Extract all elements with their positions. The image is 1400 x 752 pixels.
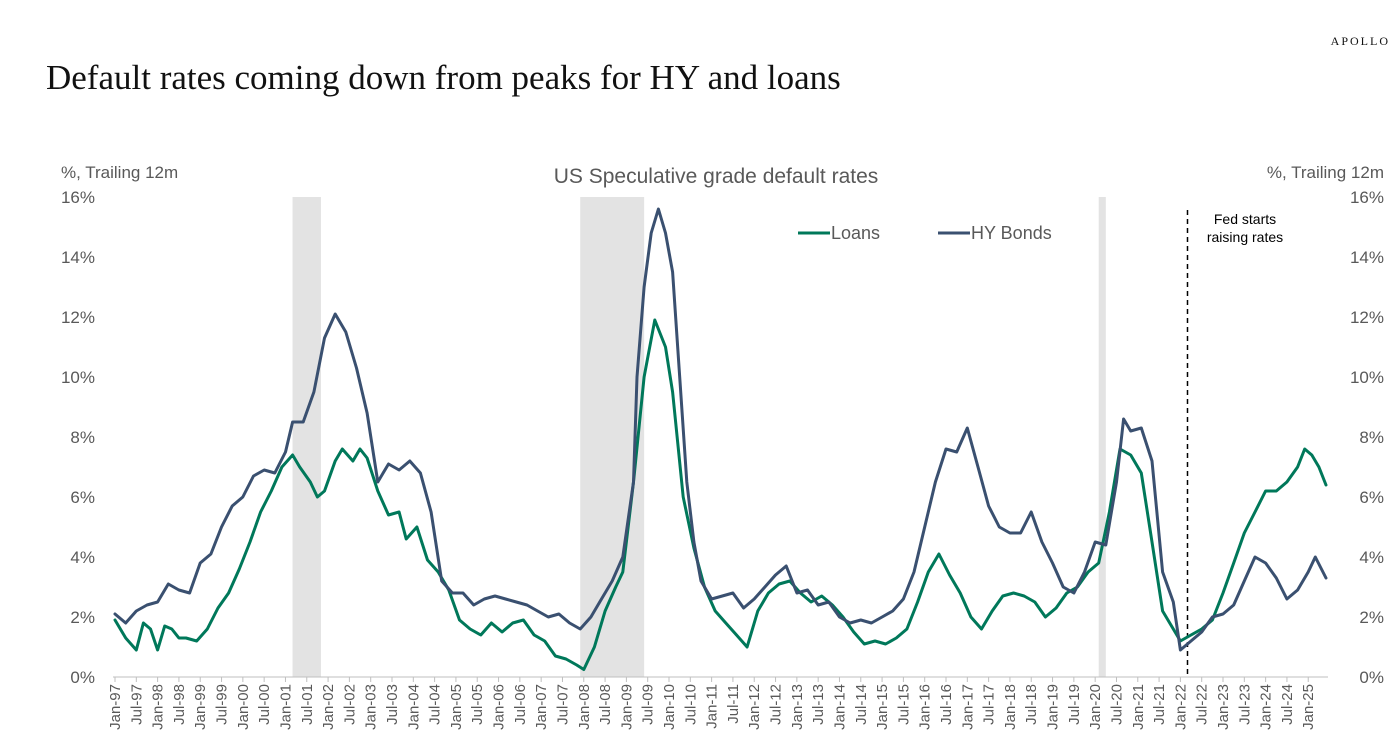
x-tick-label: Jan-20 <box>1087 684 1104 730</box>
x-tick-label: Jan-99 <box>192 684 209 730</box>
legend-label: HY Bonds <box>971 223 1052 243</box>
x-tick-label: Jul-04 <box>427 684 444 725</box>
x-tick-label: Jan-21 <box>1130 684 1147 730</box>
y-tick-label-left: 10% <box>61 368 95 387</box>
y-tick-label-left: 2% <box>70 608 95 627</box>
x-tick-label: Jan-17 <box>959 684 976 730</box>
x-tick-label: Jul-97 <box>128 684 145 725</box>
y-tick-label-right: 10% <box>1350 368 1384 387</box>
y-axis-label-right: %, Trailing 12m <box>1267 163 1384 182</box>
x-tick-label: Jan-05 <box>448 684 465 730</box>
x-tick-label: Jul-98 <box>171 684 188 725</box>
y-axis-left: 0% 2% 4% 6% 8% 10% 12% 14% 16% <box>61 188 95 687</box>
x-tick-label: Jul-02 <box>341 684 358 725</box>
chart-title: US Speculative grade default rates <box>554 165 879 188</box>
series-line-hy-bonds <box>113 207 1328 652</box>
x-tick-label: Jul-17 <box>981 684 998 725</box>
y-tick-label-left: 6% <box>70 488 95 507</box>
x-tick-label: Jul-10 <box>682 684 699 725</box>
recession-band <box>1098 197 1106 677</box>
x-tick-label: Jan-08 <box>576 684 593 730</box>
page-title: Default rates coming down from peaks for… <box>46 58 841 97</box>
x-tick-label: Jul-22 <box>1194 684 1211 725</box>
x-tick-label: Jan-24 <box>1258 684 1275 730</box>
x-tick-label: Jul-00 <box>256 684 273 725</box>
x-tick-label: Jan-02 <box>320 684 337 730</box>
x-tick-label: Jan-03 <box>363 684 380 730</box>
y-tick-label-left: 12% <box>61 308 95 327</box>
y-tick-label-left: 0% <box>70 668 95 687</box>
x-tick-label: Jan-01 <box>277 684 294 730</box>
y-tick-label-right: 14% <box>1350 248 1384 267</box>
x-tick-label: Jul-18 <box>1023 684 1040 725</box>
fed-annotation-text: Fed starts <box>1214 211 1276 227</box>
fed-annotation-text: raising rates <box>1207 229 1283 245</box>
x-tick-label: Jan-06 <box>491 684 508 730</box>
x-tick-label: Jan-19 <box>1045 684 1062 730</box>
recession-band <box>292 197 321 677</box>
x-tick-label: Jul-06 <box>512 684 529 725</box>
x-tick-label: Jan-98 <box>150 684 167 730</box>
x-tick-label: Jul-03 <box>384 684 401 725</box>
y-tick-label-right: 4% <box>1359 548 1384 567</box>
fed-annotation: Fed starts raising rates <box>1186 210 1283 677</box>
x-tick-label: Jul-13 <box>810 684 827 725</box>
x-tick-label: Jan-25 <box>1300 684 1317 730</box>
y-axis-right: 0% 2% 4% 6% 8% 10% 12% 14% 16% <box>1350 188 1384 687</box>
x-tick-label: Jan-10 <box>661 684 678 730</box>
x-tick-label: Jul-01 <box>299 684 316 725</box>
x-tick-label: Jul-24 <box>1279 684 1296 725</box>
x-tick-label: Jul-23 <box>1236 684 1253 725</box>
x-tick-label: Jan-15 <box>874 684 891 730</box>
x-tick-label: Jan-13 <box>789 684 806 730</box>
x-tick-label: Jan-22 <box>1172 684 1189 730</box>
brand-logo: APOLLO <box>1330 34 1390 48</box>
x-tick-label: Jan-14 <box>831 684 848 730</box>
x-tick-label: Jul-21 <box>1151 684 1168 725</box>
x-tick-label: Jan-12 <box>746 684 763 730</box>
x-tick-label: Jul-12 <box>768 684 785 725</box>
y-tick-label-right: 2% <box>1359 608 1384 627</box>
x-tick-label: Jan-09 <box>618 684 635 730</box>
x-tick-label: Jul-08 <box>597 684 614 725</box>
y-tick-label-right: 8% <box>1359 428 1384 447</box>
x-tick-label: Jan-97 <box>107 684 124 730</box>
x-tick-label: Jul-15 <box>895 684 912 725</box>
y-tick-label-left: 16% <box>61 188 95 207</box>
x-tick-label: Jan-00 <box>235 684 252 730</box>
legend-label: Loans <box>831 223 880 243</box>
x-axis-ticks <box>114 677 1309 682</box>
legend: Loans HY Bonds <box>798 223 1052 243</box>
y-tick-label-left: 8% <box>70 428 95 447</box>
x-tick-label: Jul-99 <box>214 684 231 725</box>
series-lines <box>113 207 1328 671</box>
y-tick-label-left: 4% <box>70 548 95 567</box>
recession-shading <box>292 197 1106 677</box>
x-tick-label: Jul-16 <box>938 684 955 725</box>
y-tick-label-right: 16% <box>1350 188 1384 207</box>
x-tick-label: Jan-18 <box>1002 684 1019 730</box>
x-tick-label: Jul-19 <box>1066 684 1083 725</box>
x-tick-label: Jul-11 <box>725 684 742 724</box>
y-tick-label-right: 6% <box>1359 488 1384 507</box>
x-tick-label: Jan-04 <box>405 684 422 730</box>
y-axis-label-left: %, Trailing 12m <box>61 163 178 182</box>
x-tick-label: Jul-20 <box>1108 684 1125 725</box>
x-tick-label: Jan-07 <box>533 684 550 730</box>
y-tick-label-right: 12% <box>1350 308 1384 327</box>
x-tick-label: Jul-09 <box>640 684 657 725</box>
x-tick-label: Jan-23 <box>1215 684 1232 730</box>
y-tick-label-right: 0% <box>1359 668 1384 687</box>
x-axis-labels: Jan-97 Jul-97 Jan-98 Jul-98 Jan-99 Jul-99 Jan-… <box>107 684 1317 730</box>
x-tick-label: Jul-05 <box>469 684 486 725</box>
x-tick-label: Jan-16 <box>917 684 934 730</box>
x-tick-label: Jul-14 <box>853 684 870 725</box>
y-tick-label-left: 14% <box>61 248 95 267</box>
x-tick-label: Jul-07 <box>554 684 571 725</box>
x-tick-label: Jan-11 <box>704 684 721 729</box>
